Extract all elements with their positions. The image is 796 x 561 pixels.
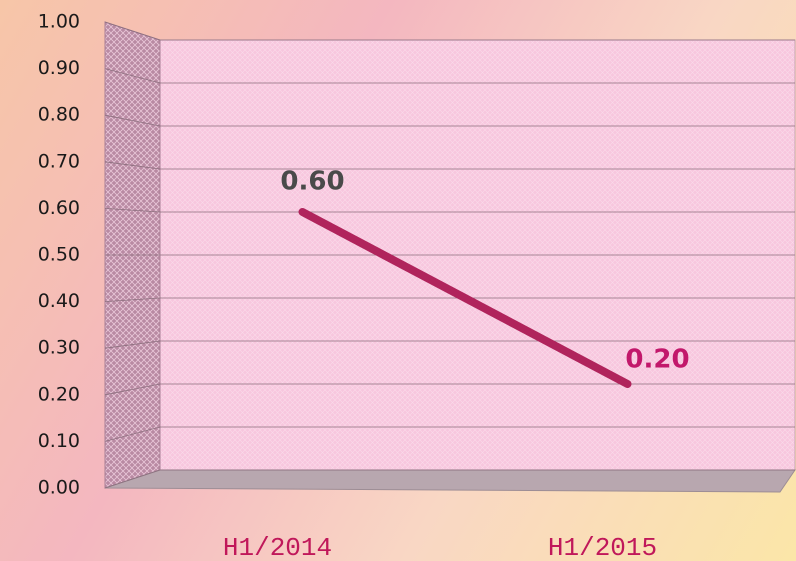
data-label: 0.20	[625, 345, 689, 375]
y-tick-label: 0.50	[38, 244, 80, 266]
y-tick-label: 0.80	[38, 104, 80, 126]
y-tick-label: 0.90	[38, 57, 80, 79]
y-tick-label: 0.20	[38, 383, 80, 405]
grid-line	[104, 469, 795, 489]
grid-line	[104, 426, 795, 442]
floor	[104, 469, 796, 493]
y-tick-label: 0.00	[38, 477, 80, 499]
grid-line	[104, 161, 795, 170]
y-tick-label: 1.00	[38, 11, 80, 33]
grid-line	[104, 297, 795, 302]
y-tick-label: 0.40	[38, 290, 80, 312]
line	[298, 208, 632, 388]
grid-line	[104, 114, 795, 127]
grid-line	[104, 383, 795, 396]
grid-line	[104, 340, 795, 349]
y-tick-label: 0.70	[38, 150, 80, 172]
grid-line	[104, 208, 795, 213]
y-tick-label: 0.10	[38, 430, 80, 452]
grid-line	[104, 21, 795, 41]
x-tick-label: H1/2015	[548, 533, 657, 561]
data-label: 0.60	[280, 167, 344, 197]
grid-line	[104, 68, 795, 84]
y-tick-label: 0.30	[38, 337, 80, 359]
x-tick-label: H1/2014	[223, 533, 332, 561]
y-tick-label: 0.60	[38, 197, 80, 219]
